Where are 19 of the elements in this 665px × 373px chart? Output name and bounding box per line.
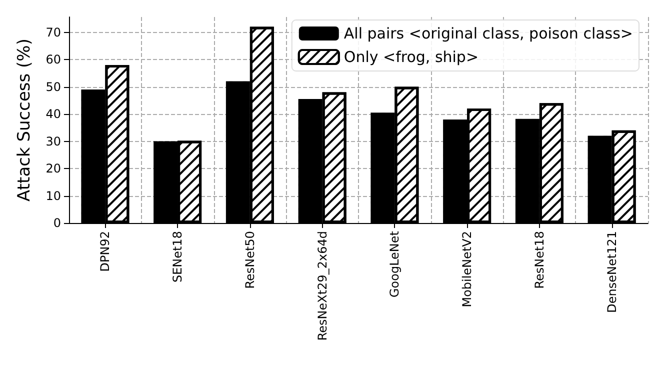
y-tick-label: 10 [46, 188, 61, 203]
y-tick-label: 50 [46, 80, 61, 94]
x-tick-label: ResNet50 [242, 231, 257, 289]
y-tick-label: 20 [46, 162, 61, 176]
x-tick-label: DenseNet121 [604, 231, 619, 313]
x-tick-label: DPN92 [98, 231, 112, 272]
x-tick-label: GoogLeNet [388, 230, 402, 298]
y-tick-label: 40 [46, 107, 61, 122]
legend-label: All pairs <original class, poison class> [344, 24, 633, 42]
x-tick-label: ResNeXt29_2x64d [315, 231, 330, 341]
y-axis-title: Attack Success (%) [14, 38, 34, 202]
x-tick-label: ResNet18 [532, 231, 546, 289]
x-tick-label: SENet18 [170, 231, 185, 283]
x-tick-label: MobileNetV2 [460, 231, 474, 308]
y-tick-label: 70 [46, 25, 61, 40]
y-tick-label: 60 [46, 52, 61, 67]
y-tick-label: 30 [46, 134, 61, 148]
y-tick-label: 0 [53, 216, 61, 230]
legend-label: Only <frog, ship> [344, 48, 479, 66]
